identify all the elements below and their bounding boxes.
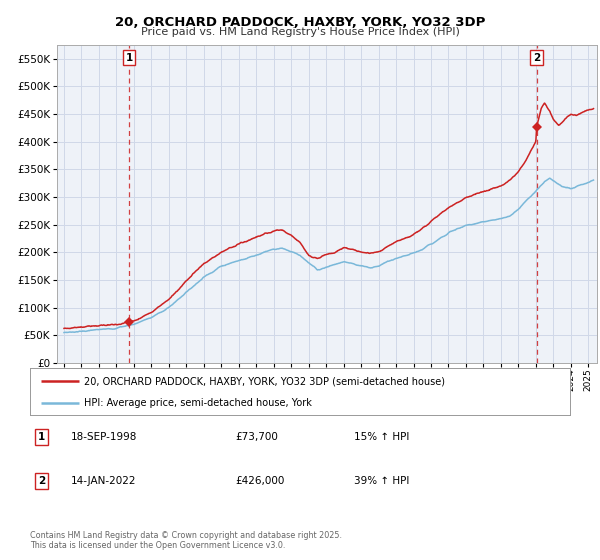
Text: £73,700: £73,700	[235, 432, 278, 442]
Text: 20, ORCHARD PADDOCK, HAXBY, YORK, YO32 3DP: 20, ORCHARD PADDOCK, HAXBY, YORK, YO32 3…	[115, 16, 485, 29]
Text: 20, ORCHARD PADDOCK, HAXBY, YORK, YO32 3DP (semi-detached house): 20, ORCHARD PADDOCK, HAXBY, YORK, YO32 3…	[84, 376, 445, 386]
Text: 2: 2	[533, 53, 540, 63]
Text: 39% ↑ HPI: 39% ↑ HPI	[354, 476, 409, 486]
Text: 14-JAN-2022: 14-JAN-2022	[71, 476, 136, 486]
Text: HPI: Average price, semi-detached house, York: HPI: Average price, semi-detached house,…	[84, 398, 312, 408]
Text: 1: 1	[125, 53, 133, 63]
Text: 18-SEP-1998: 18-SEP-1998	[71, 432, 137, 442]
Text: £426,000: £426,000	[235, 476, 284, 486]
Text: 15% ↑ HPI: 15% ↑ HPI	[354, 432, 409, 442]
Text: Contains HM Land Registry data © Crown copyright and database right 2025.
This d: Contains HM Land Registry data © Crown c…	[30, 530, 342, 550]
Text: Price paid vs. HM Land Registry's House Price Index (HPI): Price paid vs. HM Land Registry's House …	[140, 27, 460, 37]
Text: 1: 1	[38, 432, 46, 442]
Text: 2: 2	[38, 476, 46, 486]
